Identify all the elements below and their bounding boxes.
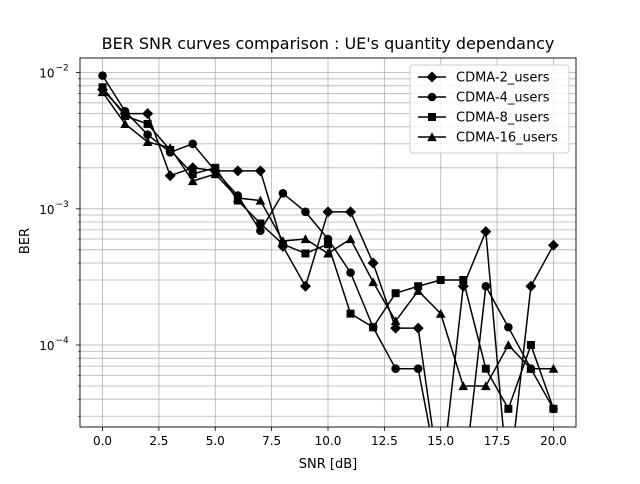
- data-point-CDMA-16_users: [233, 193, 243, 203]
- x-tick-label: 12.5: [371, 434, 398, 448]
- data-point-CDMA-2_users: [232, 165, 244, 177]
- data-point-CDMA-8_users: [301, 249, 310, 258]
- data-point-CDMA-16_users: [435, 308, 446, 318]
- data-point-CDMA-8_users: [256, 219, 265, 228]
- legend-item-CDMA-4_users: CDMA-4_users: [418, 91, 550, 106]
- x-tick-label: 20.0: [540, 434, 567, 448]
- data-point-CDMA-4_users: [278, 188, 288, 198]
- data-point-CDMA-8_users: [481, 364, 490, 373]
- plot-data: [97, 71, 559, 427]
- data-point-CDMA-8_users: [324, 240, 332, 249]
- data-point-CDMA-2_users: [480, 226, 492, 238]
- data-point-CDMA-4_users: [301, 207, 310, 217]
- legend-label: CDMA-16_users: [456, 131, 558, 146]
- y-axis-label: BER: [18, 228, 33, 254]
- data-point-CDMA-2_users: [345, 206, 357, 218]
- data-point-CDMA-4_users: [481, 281, 491, 291]
- data-point-CDMA-4_users: [413, 364, 423, 373]
- axes-frame: [79, 57, 577, 428]
- data-point-CDMA-8_users: [459, 276, 468, 285]
- axes: 10−410−310−20.0 2.5 5.0 7.5 10.0 12.5 15.0 17.5…: [39, 57, 577, 448]
- data-point-CDMA-8_users: [211, 163, 220, 172]
- data-point-CDMA-2_users: [367, 257, 379, 269]
- data-point-CDMA-16_users: [481, 381, 491, 391]
- legend: CDMA-2_users CDMA-4_users CDMA-8_users CDMA…: [409, 64, 570, 154]
- data-point-CDMA-8_users: [121, 112, 130, 121]
- x-tick-label: 0.0: [93, 434, 112, 448]
- data-point-CDMA-16_users: [120, 119, 130, 128]
- data-point-CDMA-8_users: [391, 289, 400, 298]
- data-point-CDMA-2_users: [164, 170, 176, 182]
- data-point-CDMA-8_users: [188, 170, 197, 179]
- data-point-CDMA-4_users: [143, 130, 152, 139]
- data-point-CDMA-8_users: [346, 309, 355, 318]
- data-point-CDMA-16_users: [345, 234, 356, 244]
- x-tick-label: 5.0: [206, 434, 225, 448]
- legend-label: CDMA-4_users: [456, 91, 550, 106]
- data-point-CDMA-16_users: [187, 176, 198, 186]
- legend-label: CDMA-2_users: [456, 71, 550, 86]
- data-point-CDMA-2_users: [322, 206, 334, 218]
- data-point-CDMA-2_users: [254, 165, 266, 177]
- data-point-CDMA-8_users: [549, 404, 558, 413]
- legend-marker: [427, 92, 437, 102]
- data-point-CDMA-4_users: [188, 139, 198, 149]
- data-point-CDMA-16_users: [458, 381, 469, 391]
- data-point-CDMA-8_users: [369, 323, 378, 332]
- data-point-CDMA-16_users: [413, 286, 423, 295]
- data-point-CDMA-16_users: [210, 169, 221, 179]
- data-point-CDMA-2_users: [547, 239, 559, 251]
- data-point-CDMA-16_users: [255, 195, 266, 205]
- data-point-CDMA-16_users: [548, 363, 559, 373]
- y-tick-exponent: −4: [56, 336, 70, 346]
- legend-box: [409, 64, 570, 154]
- data-point-CDMA-16_users: [300, 234, 311, 244]
- data-point-CDMA-2_users: [390, 322, 402, 334]
- x-tick-label: 10.0: [315, 434, 342, 448]
- y-tick-exponent: −3: [56, 200, 69, 210]
- data-point-CDMA-16_users: [97, 87, 108, 97]
- data-point-CDMA-16_users: [278, 236, 288, 246]
- y-tick-exponent: −2: [56, 64, 69, 74]
- legend-item-CDMA-8_users: CDMA-8_users: [418, 111, 550, 126]
- data-point-CDMA-16_users: [390, 316, 401, 326]
- data-point-CDMA-16_users: [142, 137, 153, 146]
- data-point-CDMA-16_users: [368, 277, 378, 287]
- data-point-CDMA-4_users: [98, 71, 107, 80]
- chart-title: BER SNR curves comparison : UE's quantit…: [102, 34, 555, 53]
- data-point-CDMA-8_users: [436, 276, 445, 285]
- data-point-CDMA-8_users: [143, 119, 152, 128]
- data-point-CDMA-16_users: [503, 340, 514, 350]
- data-point-CDMA-2_users: [412, 322, 424, 334]
- data-point-CDMA-16_users: [526, 363, 536, 373]
- data-point-CDMA-2_users: [142, 108, 154, 120]
- legend-marker: [426, 71, 438, 83]
- x-tick-label: 15.0: [427, 434, 454, 448]
- legend-item-CDMA-2_users: CDMA-2_users: [418, 71, 550, 86]
- data-point-CDMA-2_users: [299, 280, 311, 292]
- legend-marker: [428, 113, 436, 121]
- data-point-CDMA-16_users: [323, 248, 333, 258]
- x-axis-label: SNR [dB]: [299, 457, 357, 472]
- data-point-CDMA-4_users: [346, 268, 355, 277]
- data-point-CDMA-4_users: [504, 322, 513, 332]
- legend-marker: [427, 132, 437, 142]
- legend-label: CDMA-8_users: [456, 111, 550, 126]
- x-tick-label: 7.5: [262, 434, 281, 448]
- legend-item-CDMA-16_users: CDMA-16_users: [418, 131, 558, 146]
- data-point-CDMA-2_users: [525, 280, 537, 292]
- series-CDMA-16_users: [97, 87, 559, 391]
- data-point-CDMA-4_users: [391, 364, 400, 373]
- data-point-CDMA-4_users: [256, 226, 265, 236]
- data-point-CDMA-8_users: [504, 404, 513, 413]
- data-point-CDMA-16_users: [165, 143, 175, 152]
- data-point-CDMA-8_users: [526, 341, 535, 349]
- x-tick-label: 2.5: [149, 434, 168, 448]
- x-tick-label: 17.5: [484, 434, 511, 448]
